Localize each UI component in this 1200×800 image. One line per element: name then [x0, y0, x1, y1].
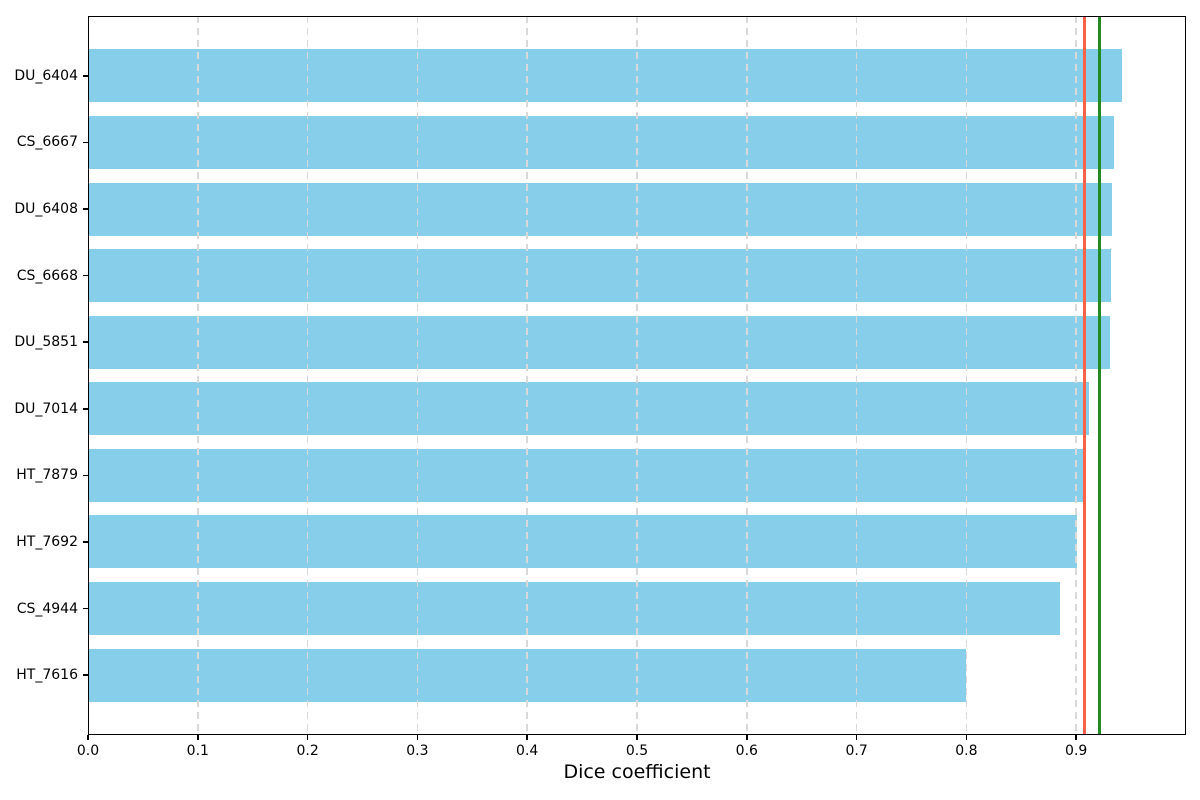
xtick-mark-0.1 [197, 735, 199, 740]
bar-CS_6668 [88, 249, 1112, 303]
gridline-0.5 [636, 16, 638, 735]
xtick-mark-0.9 [1075, 735, 1077, 740]
bar-DU_6408 [88, 182, 1113, 236]
ytick-label-HT_7879: HT_7879 [16, 467, 78, 484]
xtick-mark-0.4 [526, 735, 528, 740]
gridline-0.7 [855, 16, 858, 735]
gridline-0.3 [416, 16, 419, 735]
gridline-0.4 [526, 16, 528, 735]
xtick-label-0.1: 0.1 [186, 743, 209, 759]
xtick-label-0.2: 0.2 [296, 743, 319, 759]
red-line [1083, 16, 1087, 735]
plot-area [88, 16, 1186, 735]
xtick-mark-0.8 [965, 735, 968, 740]
xtick-label-0.4: 0.4 [516, 743, 539, 759]
xtick-label-0.9: 0.9 [1065, 743, 1088, 759]
xtick-mark-0.3 [416, 735, 419, 740]
ytick-mark-HT_7692 [83, 541, 88, 543]
xtick-mark-0.2 [306, 735, 309, 740]
ytick-label-DU_6404: DU_6404 [14, 67, 78, 84]
bar-CS_4944 [88, 582, 1060, 636]
green-line [1098, 16, 1102, 735]
bar-CS_6667 [88, 115, 1114, 169]
gridline-0.6 [746, 16, 748, 735]
bar-DU_7014 [88, 382, 1090, 436]
bar-DU_6404 [88, 49, 1123, 103]
gridline-0.9 [1075, 16, 1077, 735]
ytick-mark-HT_7879 [83, 474, 88, 477]
xtick-label-0.0: 0.0 [76, 743, 100, 759]
ytick-mark-CS_4944 [83, 607, 88, 610]
bar-DU_5851 [88, 315, 1111, 369]
gridline-0.1 [197, 16, 199, 735]
gridline-0.8 [965, 16, 968, 735]
ytick-mark-CS_6668 [83, 274, 88, 277]
ytick-label-DU_6408: DU_6408 [14, 201, 78, 218]
ytick-mark-HT_7616 [83, 674, 88, 676]
xtick-mark-0.7 [855, 735, 858, 740]
xtick-label-0.8: 0.8 [955, 743, 978, 759]
ytick-label-CS_4944: CS_4944 [16, 600, 78, 617]
x-axis-title: Dice coefficient [563, 761, 711, 783]
ytick-label-HT_7692: HT_7692 [16, 533, 78, 550]
ytick-mark-CS_6667 [83, 141, 88, 144]
ytick-mark-DU_6408 [83, 208, 88, 210]
xtick-label-0.5: 0.5 [625, 743, 649, 759]
ytick-mark-DU_7014 [83, 407, 88, 410]
ytick-mark-DU_6404 [83, 75, 88, 77]
bar-HT_7879 [88, 448, 1084, 502]
ytick-label-DU_5851: DU_5851 [14, 334, 78, 351]
xtick-label-0.6: 0.6 [735, 743, 758, 759]
ytick-label-CS_6668: CS_6668 [16, 267, 78, 284]
ytick-mark-DU_5851 [83, 341, 88, 343]
gridline-0.2 [306, 16, 309, 735]
ytick-label-CS_6667: CS_6667 [16, 134, 78, 151]
xtick-mark-0.6 [746, 735, 748, 740]
bar-HT_7692 [88, 515, 1078, 569]
xtick-label-0.3: 0.3 [406, 743, 429, 759]
xtick-mark-0.5 [636, 735, 638, 740]
ytick-label-DU_7014: DU_7014 [14, 400, 78, 417]
ytick-label-HT_7616: HT_7616 [16, 667, 78, 684]
xtick-label-0.7: 0.7 [845, 743, 868, 759]
xtick-mark-0.0 [87, 735, 89, 740]
